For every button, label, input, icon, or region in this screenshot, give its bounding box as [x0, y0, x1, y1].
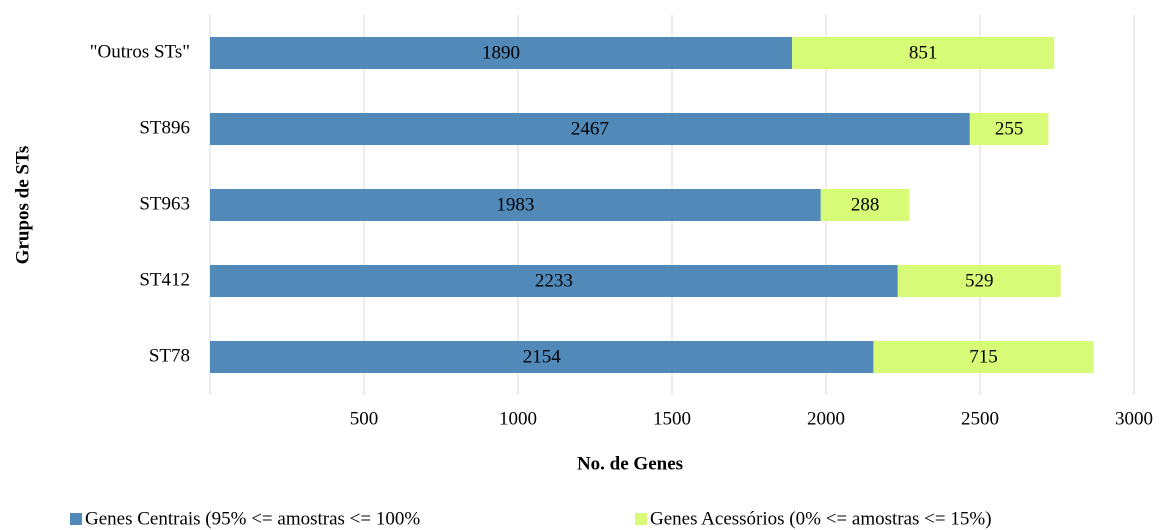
y-tick-label: ST412 [139, 269, 190, 290]
data-label: 288 [851, 194, 880, 215]
y-tick-label: ST896 [139, 117, 190, 138]
bar-segment [210, 113, 970, 145]
data-label: 715 [969, 346, 998, 367]
bar-segment [873, 341, 1094, 373]
x-tick-label: 3000 [1115, 408, 1153, 429]
legend-swatch [635, 513, 647, 525]
bar-segment [969, 113, 1049, 145]
y-tick-label: ST78 [149, 345, 190, 366]
legend-label: Genes Acessórios (0% <= amostras <= 15%) [650, 508, 992, 529]
x-tick-label: 1500 [653, 408, 691, 429]
bar-segment [897, 265, 1061, 297]
x-axis-label: No. de Genes [577, 453, 683, 474]
y-tick-label: ST963 [139, 193, 190, 214]
y-tick-label: "Outros STs" [90, 41, 190, 62]
y-axis-label: Grupos de STs [12, 146, 33, 265]
data-label: 1890 [482, 42, 520, 63]
data-label: 1983 [496, 194, 534, 215]
bar-segment [210, 341, 874, 373]
bar-segment [792, 37, 1055, 69]
data-label: 2233 [535, 270, 573, 291]
x-tick-label: 500 [350, 408, 379, 429]
legend-label: Genes Centrais (95% <= amostras <= 100% [85, 508, 420, 529]
bar-segment [210, 265, 898, 297]
data-label: 2467 [571, 118, 609, 139]
legend-swatch [70, 513, 82, 525]
x-tick-label: 2000 [807, 408, 845, 429]
data-label: 529 [965, 270, 994, 291]
bar-segment [820, 189, 910, 221]
bar-segment [210, 189, 821, 221]
x-tick-label: 1000 [499, 408, 537, 429]
data-label: 2154 [523, 346, 562, 367]
x-tick-label: 2500 [961, 408, 999, 429]
data-label: 851 [909, 42, 938, 63]
bar-segment [210, 37, 793, 69]
data-label: 255 [995, 118, 1024, 139]
